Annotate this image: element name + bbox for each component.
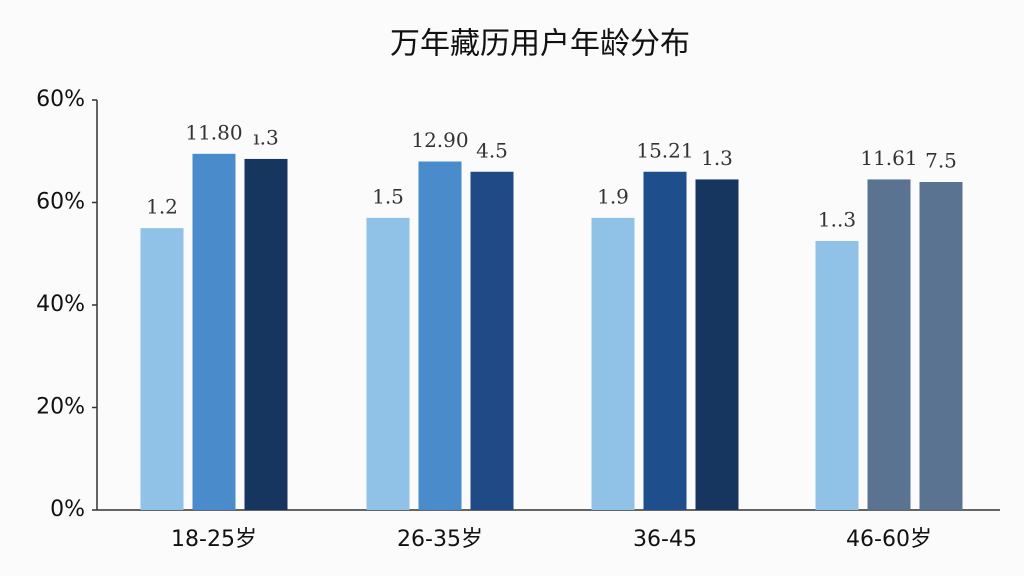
- bar: [418, 161, 462, 510]
- data-label: 11.80: [185, 120, 242, 144]
- data-label: ı.3: [253, 125, 278, 149]
- bar: [244, 158, 288, 510]
- bar: [867, 179, 911, 510]
- data-label: 15.21: [636, 138, 693, 162]
- data-label: 11.61: [860, 146, 917, 170]
- bar: [919, 182, 963, 510]
- data-label: 4.5: [476, 138, 508, 162]
- bar: [643, 171, 687, 510]
- data-label: 1..3: [818, 207, 856, 231]
- y-tick-label: 40%: [36, 292, 85, 317]
- bar: [140, 228, 184, 510]
- data-label: 12.90: [411, 128, 468, 152]
- data-label: 1.9: [597, 184, 629, 208]
- bar: [695, 179, 739, 510]
- data-label: 1.5: [372, 184, 404, 208]
- x-tick-label: 18-25岁: [171, 527, 257, 552]
- bar: [366, 217, 410, 510]
- data-label: 1.2: [146, 195, 178, 219]
- y-tick-label: 60%: [36, 87, 85, 112]
- y-tick-label: 20%: [36, 395, 85, 420]
- bar: [815, 240, 859, 510]
- bar: [470, 171, 514, 510]
- data-label: 7.5: [925, 149, 957, 173]
- y-tick-label: 60%: [36, 190, 85, 215]
- bar: [591, 217, 635, 510]
- x-tick-label: 26-35岁: [397, 527, 483, 552]
- data-label: 1.3: [701, 146, 733, 170]
- bar: [192, 153, 236, 510]
- y-tick-label: 0%: [50, 497, 85, 522]
- chart-title: 万年藏历用户年龄分布: [390, 27, 690, 62]
- x-tick-label: 46-60岁: [846, 527, 932, 552]
- x-tick-label: 36-45: [633, 527, 697, 552]
